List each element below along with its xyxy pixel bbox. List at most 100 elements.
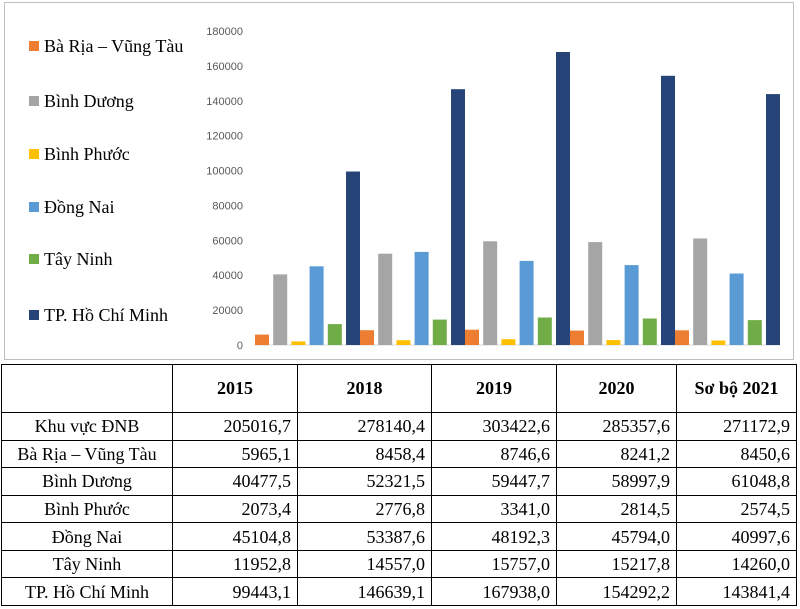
value-cell: 285357,6: [556, 412, 677, 441]
bar: [556, 52, 570, 345]
table-row: Đồng Nai 45104,8 53387,6 48192,3 45794,0 4099…: [1, 522, 797, 551]
bar: [378, 253, 393, 345]
legend-label: Bình Phước: [44, 144, 130, 164]
table-header-cell: 2020: [556, 364, 677, 413]
table-row: Bình Phước 2073,4 2776,8 3341,0 2814,5 2574,5: [1, 494, 797, 524]
value-cell: 14260,0: [676, 549, 797, 579]
bar: [396, 340, 411, 345]
row-label-cell: TP. Hồ Chí Minh: [1, 577, 173, 606]
y-tick-label: 160000: [206, 61, 243, 73]
table-row: Tây Ninh 11952,8 14557,0 15757,0 15217,8 1426…: [1, 549, 797, 579]
value-cell: 53387,6: [297, 522, 432, 551]
value-cell: 271172,9: [676, 412, 797, 441]
bar: [465, 329, 479, 345]
value-cell: 40997,6: [676, 522, 797, 551]
value-cell: 205016,7: [172, 412, 298, 441]
bar: [346, 171, 360, 345]
y-tick-label: 120000: [206, 131, 243, 143]
bar: [537, 317, 552, 345]
legend-swatch: [29, 149, 39, 159]
value-cell: 8241,2: [556, 439, 677, 469]
value-cell: 45794,0: [556, 522, 677, 551]
row-label-cell: Bình Phước: [1, 494, 173, 524]
value-cell: 14557,0: [297, 549, 432, 579]
value-cell: 15217,8: [556, 549, 677, 579]
bar: [624, 265, 639, 345]
row-label-cell: Bình Dương: [1, 467, 173, 496]
value-cell: 99443,1: [172, 577, 298, 606]
value-cell: 167938,0: [431, 577, 557, 606]
bar: [729, 273, 744, 345]
y-tick-label: 60000: [212, 235, 243, 247]
bar: [483, 241, 498, 345]
value-cell: 2574,5: [676, 494, 797, 524]
value-cell: 11952,8: [172, 549, 298, 579]
legend-label: Đồng Nai: [44, 197, 115, 217]
value-cell: 15757,0: [431, 549, 557, 579]
data-table: 2015 2018 2019 2020 Sơ bộ 2021 Khu vực Đ…: [1, 364, 797, 606]
row-label-cell: Đồng Nai: [1, 522, 173, 551]
table-row: Khu vực ĐNB 205016,7 278140,4 303422,6 28535…: [1, 412, 797, 441]
legend-swatch: [29, 310, 39, 320]
table-header-cell: 2018: [297, 364, 432, 413]
y-tick-label: 80000: [212, 200, 243, 212]
bar: [642, 318, 657, 345]
value-cell: 58997,9: [556, 467, 677, 496]
bar: [501, 339, 516, 345]
bar: [766, 94, 780, 345]
value-cell: 5965,1: [172, 439, 298, 469]
legend-swatch: [29, 254, 39, 264]
legend-swatch: [29, 41, 39, 51]
bar: [327, 324, 342, 345]
value-cell: 8746,6: [431, 439, 557, 469]
bar: [588, 242, 603, 345]
y-tick-label: 0: [237, 340, 243, 352]
table-header-cell: Sơ bộ 2021: [676, 364, 797, 413]
row-label-cell: Tây Ninh: [1, 549, 173, 579]
value-cell: 45104,8: [172, 522, 298, 551]
legend-label: Bình Dương: [44, 91, 134, 111]
table-header-cell: 2019: [431, 364, 557, 413]
row-label-cell: Bà Rịa – Vũng Tàu: [1, 439, 173, 469]
bar: [360, 330, 374, 345]
bar: [675, 330, 689, 345]
value-cell: 48192,3: [431, 522, 557, 551]
bar: [414, 251, 429, 345]
value-cell: 2073,4: [172, 494, 298, 524]
bar: [291, 341, 306, 345]
legend-label: Tây Ninh: [44, 249, 113, 269]
bar: [309, 266, 324, 345]
value-cell: 2776,8: [297, 494, 432, 524]
value-cell: 303422,6: [431, 412, 557, 441]
bar-chart-plot: 0 20000 40000 60000 80000 100000 120000 140000 1…: [206, 26, 780, 352]
value-cell: 278140,4: [297, 412, 432, 441]
bar: [451, 89, 465, 345]
value-cell: 61048,8: [676, 467, 797, 496]
table-row: Bình Dương 40477,5 52321,5 59447,7 58997,9 61…: [1, 467, 797, 496]
value-cell: 52321,5: [297, 467, 432, 496]
table-corner-cell: [1, 364, 173, 413]
value-cell: 40477,5: [172, 467, 298, 496]
y-tick-label: 140000: [206, 96, 243, 108]
value-cell: 154292,2: [556, 577, 677, 606]
table-header-cell: 2015: [172, 364, 298, 413]
y-tick-label: 40000: [212, 270, 243, 282]
value-cell: 146639,1: [297, 577, 432, 606]
bar: [606, 340, 621, 345]
value-cell: 59447,7: [431, 467, 557, 496]
bar: [519, 260, 534, 345]
bar: [661, 75, 675, 346]
y-tick-label: 100000: [206, 166, 243, 178]
value-cell: 3341,0: [431, 494, 557, 524]
value-cell: 8458,4: [297, 439, 432, 469]
legend-label: Bà Rịa – Vũng Tàu: [44, 36, 184, 56]
bar: [255, 334, 269, 345]
table-header-row: 2015 2018 2019 2020 Sơ bộ 2021: [1, 364, 797, 413]
bar: [711, 340, 726, 345]
value-cell: 8450,6: [676, 439, 797, 469]
value-cell: 143841,4: [676, 577, 797, 606]
chart-container: Bà Rịa – Vũng Tàu Bình Dương Bình Phước Đồn…: [4, 2, 794, 360]
bar: [570, 330, 584, 345]
bar: [693, 238, 708, 345]
table-body: Khu vực ĐNB 205016,7 278140,4 303422,6 28535…: [1, 412, 797, 606]
